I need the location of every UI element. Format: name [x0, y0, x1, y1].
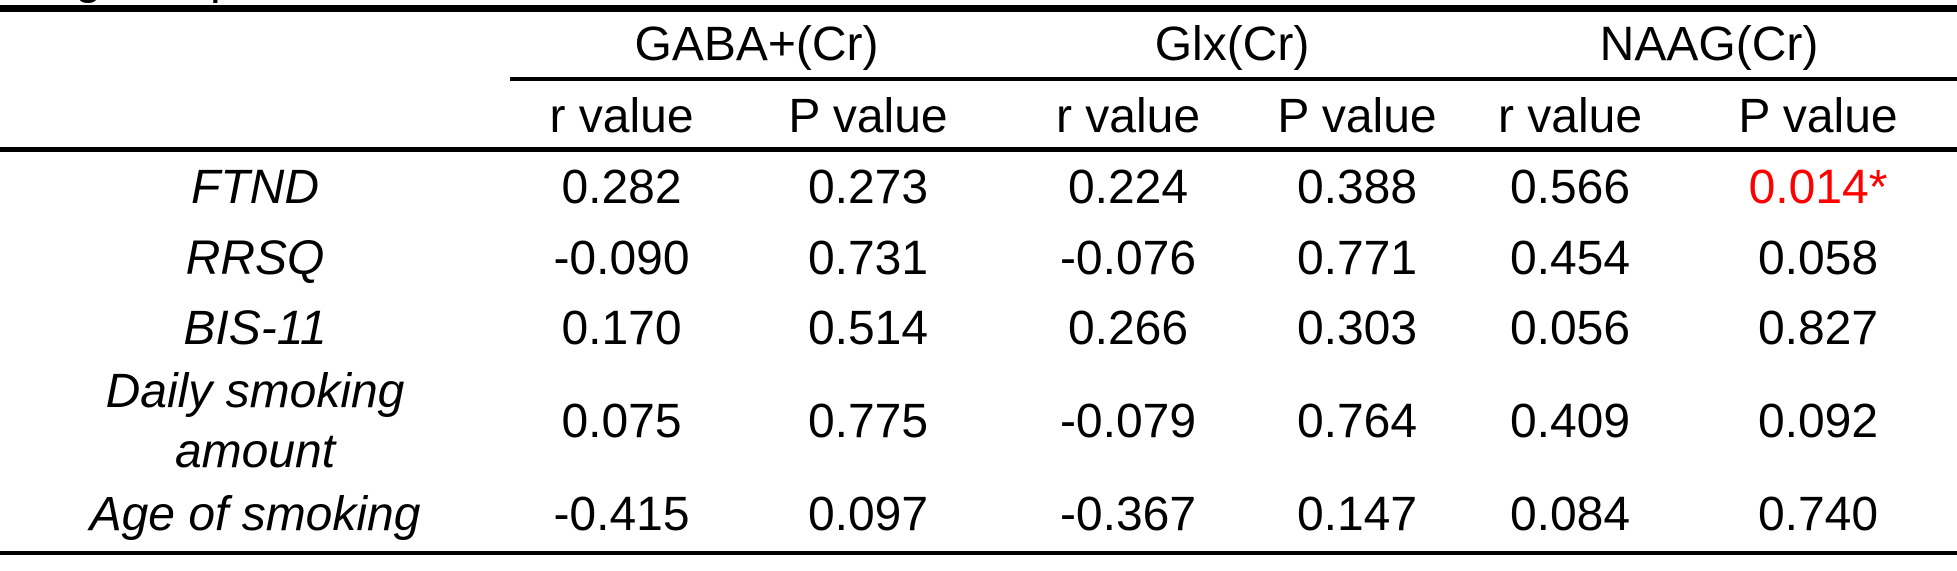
value-cell: 0.740 [1757, 488, 1879, 541]
cutoff-caption-fragment: g p [0, 0, 1957, 5]
group-header-gaba: GABA+(Cr) [634, 17, 879, 71]
row-label-ftnd: FTND [191, 161, 319, 214]
subheader-p-value: P value [788, 90, 948, 143]
group-header-glx: Glx(Cr) [1154, 17, 1310, 71]
caption-descender-letter: p [210, 0, 237, 5]
value-cell: 0.775 [807, 394, 929, 448]
value-cell: 0.731 [807, 232, 929, 285]
value-cell: 0.084 [1509, 488, 1631, 541]
subheader-r-value: r value [549, 90, 694, 143]
value-cell: -0.415 [553, 488, 690, 541]
value-cell: 0.454 [1509, 232, 1631, 285]
value-cell: 0.303 [1296, 302, 1418, 355]
subheader-p-value: P value [1277, 90, 1437, 143]
value-cell: 0.771 [1296, 232, 1418, 285]
value-cell: 0.282 [561, 161, 682, 214]
significant-value-cell: 0.014* [1748, 161, 1888, 214]
table-bottom-rule [0, 551, 1957, 555]
value-cell: 0.827 [1757, 302, 1879, 355]
subheader-p-value: P value [1738, 90, 1898, 143]
table-top-rule [0, 5, 1957, 12]
value-cell: 0.170 [561, 302, 682, 355]
blank-cell [0, 81, 510, 147]
row-label-age-of-smoking: Age of smoking [89, 488, 421, 541]
value-cell: 0.273 [807, 161, 929, 214]
value-cell: 0.266 [1067, 302, 1189, 355]
value-cell: 0.764 [1296, 394, 1418, 448]
value-cell: -0.090 [553, 232, 690, 285]
subheader-r-value: r value [1497, 90, 1643, 143]
group-header-naag: NAAG(Cr) [1599, 17, 1819, 71]
value-cell: 0.056 [1509, 302, 1631, 355]
subheader-r-value: r value [1055, 90, 1201, 143]
value-cell: 0.147 [1296, 488, 1418, 541]
value-cell: 0.097 [807, 488, 929, 541]
value-cell: -0.367 [1059, 488, 1197, 541]
row-label-text: Daily smoking amount [105, 364, 405, 478]
value-cell: 0.514 [807, 302, 929, 355]
value-cell: 0.388 [1296, 161, 1418, 214]
value-cell: 0.409 [1509, 394, 1631, 448]
row-label-bis11: BIS-11 [183, 302, 327, 355]
value-cell: 0.092 [1757, 394, 1879, 448]
caption-descender-letter: g [75, 0, 102, 5]
value-cell: 0.075 [561, 394, 682, 448]
value-cell: 0.566 [1509, 161, 1631, 214]
value-cell: 0.224 [1067, 161, 1189, 214]
value-cell: -0.076 [1059, 232, 1197, 285]
corner-blank-cell [0, 12, 510, 77]
header-bottom-rule [0, 147, 1957, 152]
group-header-spanner-rule [510, 77, 1957, 81]
value-cell: -0.079 [1059, 394, 1197, 448]
row-label-rrsq: RRSQ [185, 232, 325, 285]
value-cell: 0.058 [1757, 232, 1879, 285]
row-label-daily-smoking-amount: Daily smoking amount [0, 364, 510, 479]
correlation-table: GABA+(Cr) Glx(Cr) NAAG(Cr) r value P val… [0, 12, 1957, 555]
